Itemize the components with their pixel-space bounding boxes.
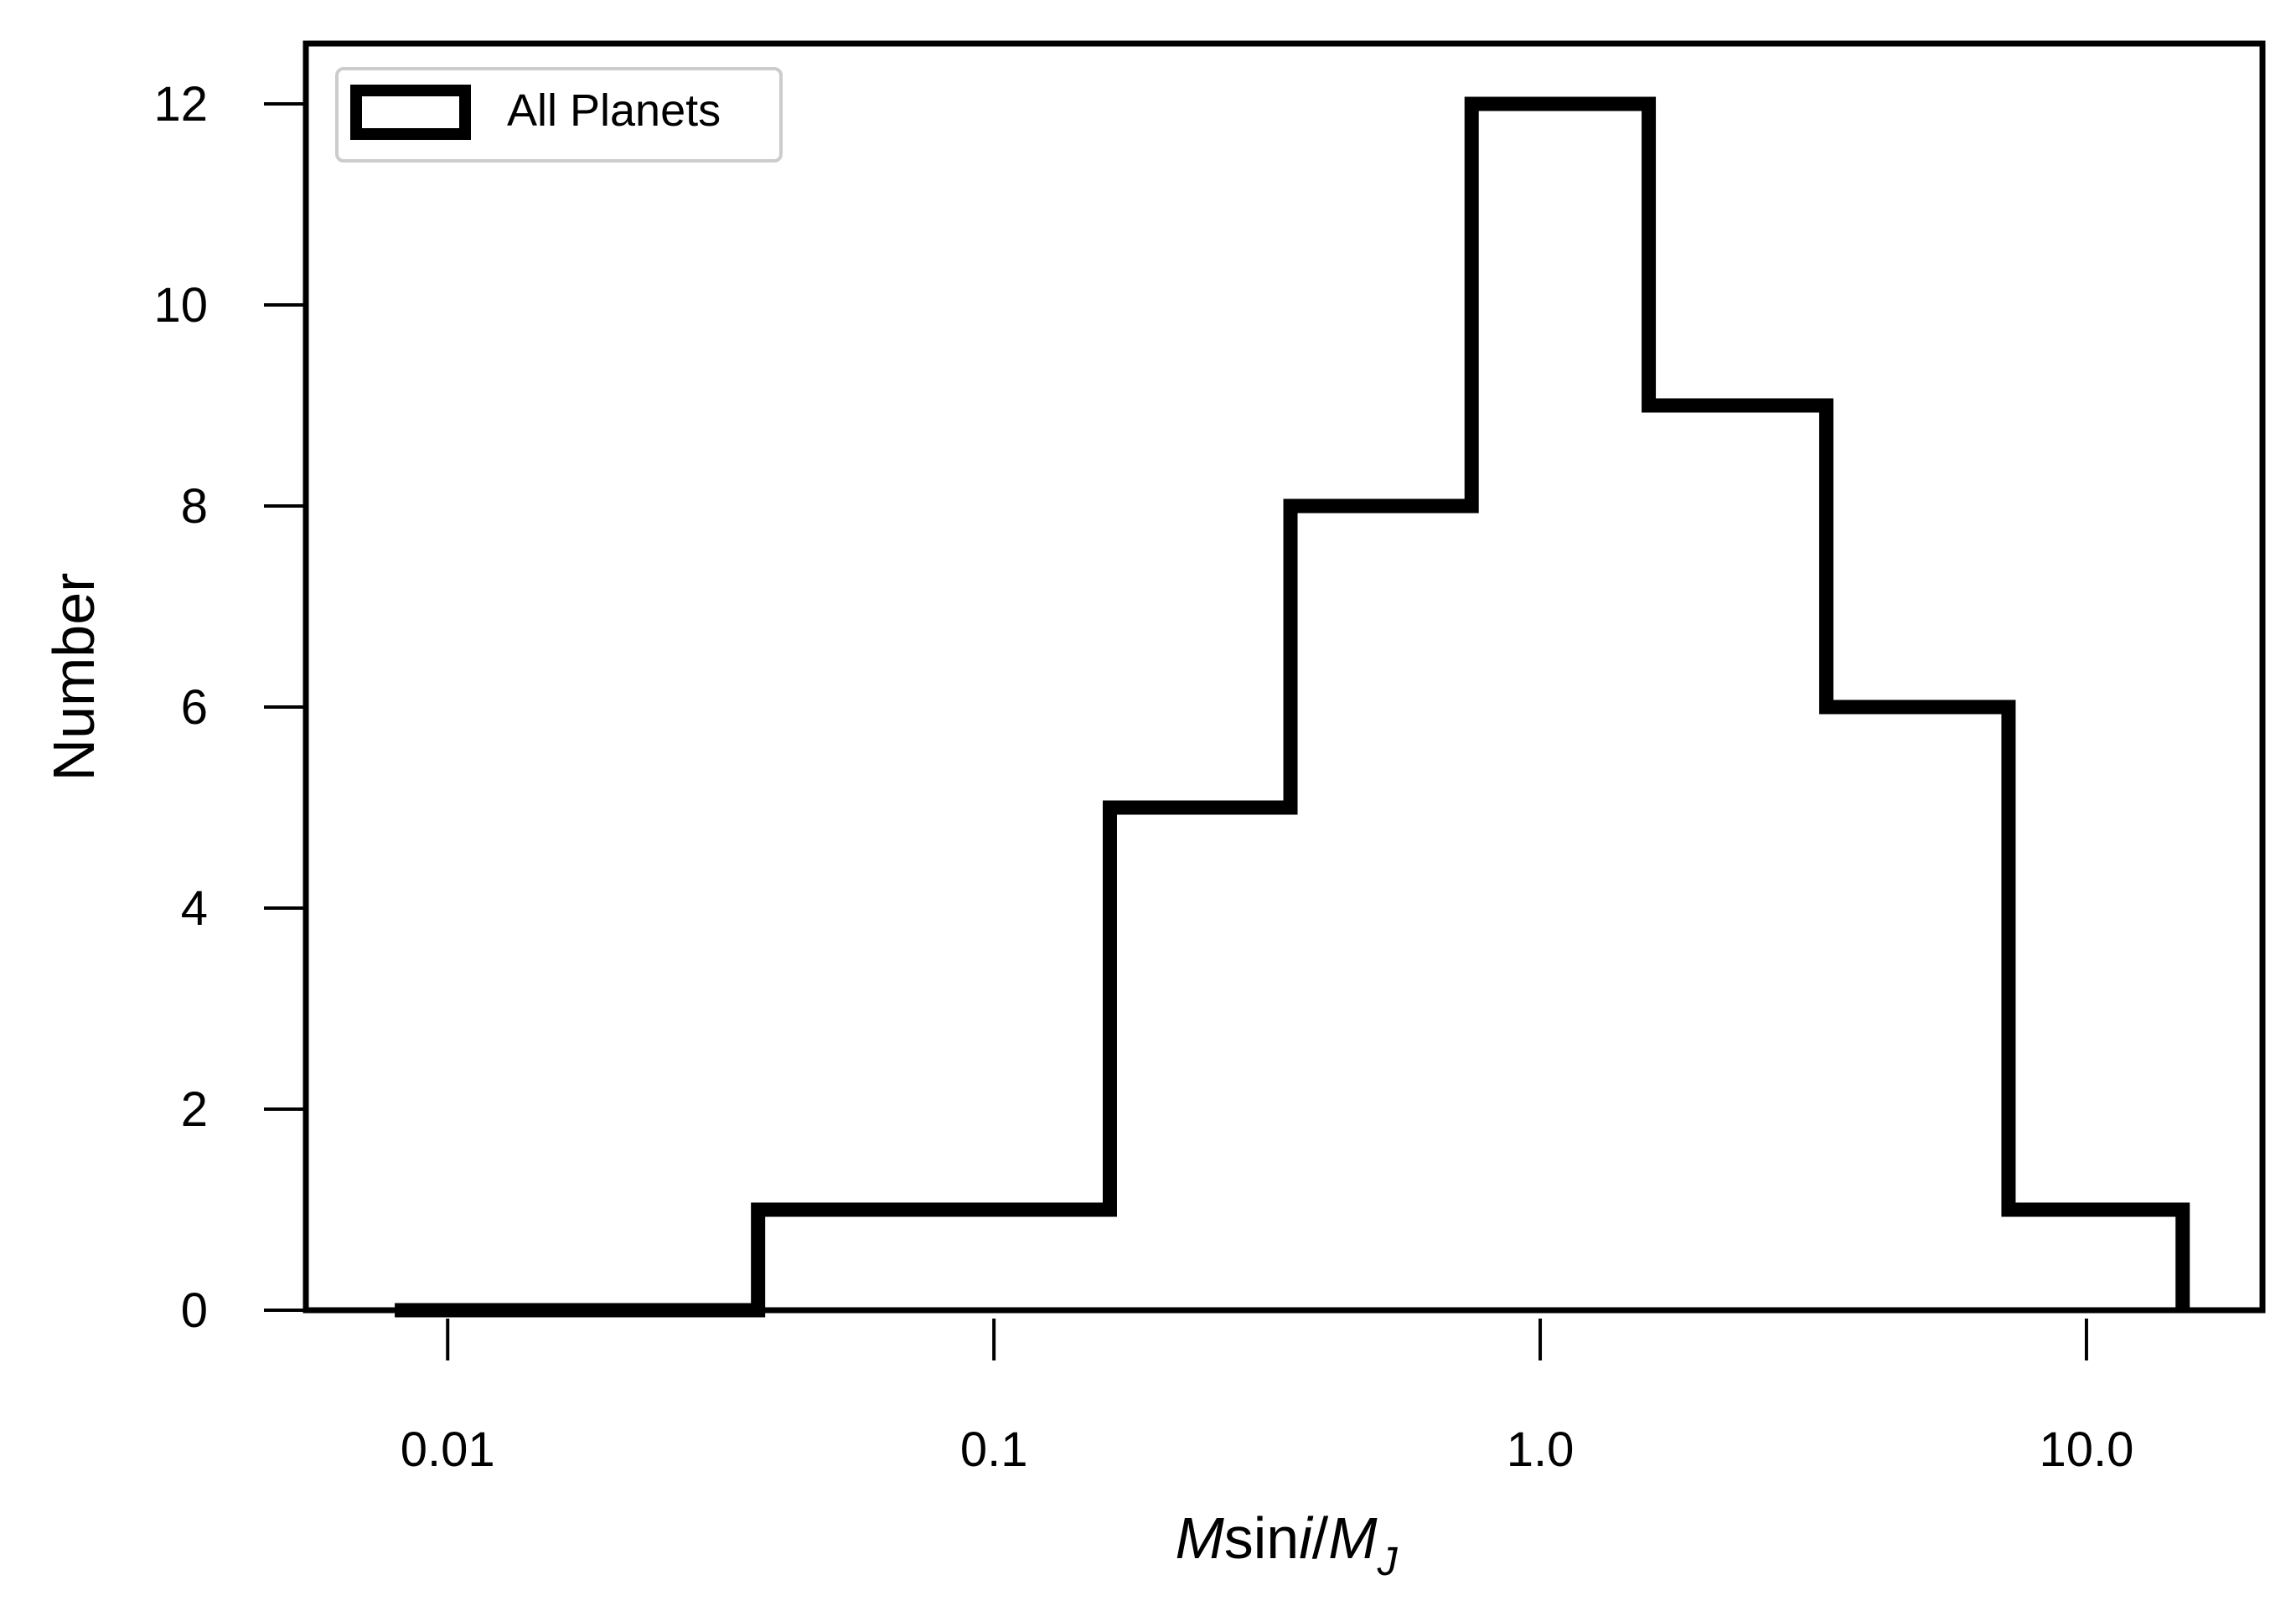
legend-label-all-planets: All Planets — [507, 85, 721, 136]
y-tick-label-1: 2 — [181, 1082, 208, 1137]
y-tick-label-5: 10 — [153, 278, 208, 333]
histogram-step-outline — [395, 96, 2190, 1318]
x-tick-label-3: 10.0 — [2040, 1422, 2134, 1477]
x-axis-label-i: i — [1299, 1505, 1314, 1571]
x-tick-label-0: 0.01 — [401, 1422, 495, 1477]
x-axis-label-slash: / — [1312, 1505, 1329, 1571]
legend: All Planets — [335, 67, 783, 163]
y-tick-label-6: 12 — [153, 77, 208, 132]
y-tick-label-0: 0 — [181, 1283, 208, 1338]
plot-frame — [303, 40, 2266, 1314]
x-tick-label-2: 1.0 — [1507, 1422, 1575, 1477]
x-axis-label-mj: M — [1328, 1505, 1378, 1571]
y-tick-label-2: 4 — [181, 881, 208, 936]
legend-swatch — [350, 85, 471, 140]
x-axis-label-m: M — [1175, 1505, 1224, 1571]
y-tick-label-4: 8 — [181, 479, 208, 534]
y-axis-label: Number — [41, 573, 106, 782]
x-tick-label-1: 0.1 — [960, 1422, 1028, 1477]
x-axis-ticks: 0.01 0.1 1.0 10.0 — [401, 1319, 2134, 1477]
y-tick-label-3: 6 — [181, 680, 208, 735]
y-axis-ticks: 0 2 4 6 8 10 12 — [153, 77, 306, 1338]
x-axis-label-sin: sin — [1224, 1505, 1299, 1571]
x-axis-label: Msini/MJ — [1175, 1505, 1398, 1584]
x-axis-label-subscript: J — [1377, 1540, 1399, 1584]
